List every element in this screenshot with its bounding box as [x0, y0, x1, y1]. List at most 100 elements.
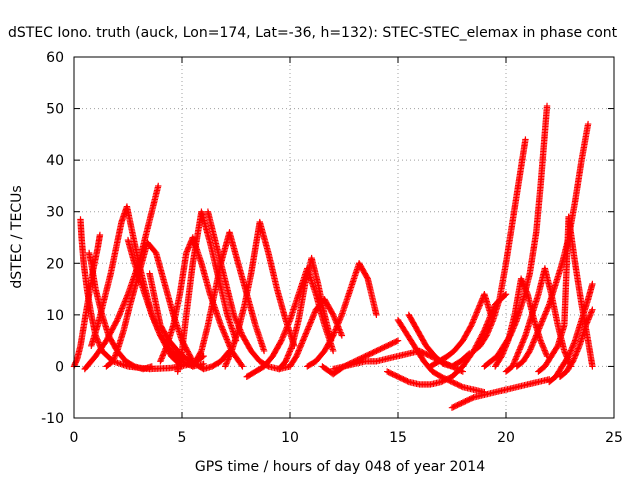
data-point: [155, 182, 162, 190]
data-point: [337, 314, 344, 322]
data-point: [111, 320, 119, 328]
data-point: [231, 314, 239, 322]
data-point: [280, 333, 287, 340]
data-point: [231, 313, 238, 320]
data-point: [148, 311, 155, 319]
data-point: [114, 316, 121, 324]
data-point: [502, 291, 510, 298]
data-point: [394, 337, 402, 344]
data-point: [334, 321, 341, 329]
data-point: [123, 295, 130, 302]
series-sat-15: [276, 254, 335, 373]
data-point: [156, 330, 163, 338]
data-point: [458, 383, 465, 390]
data-point: [337, 329, 344, 336]
x-tick-label: 15: [389, 430, 407, 446]
data-point: [113, 318, 120, 325]
data-point: [155, 327, 162, 335]
data-point: [149, 313, 156, 320]
data-point: [197, 349, 204, 356]
data-point: [281, 328, 289, 336]
x-tick-label: 25: [605, 430, 623, 446]
data-point: [334, 320, 342, 327]
y-tick-label: 50: [46, 102, 64, 118]
data-point: [110, 323, 117, 331]
data-point: [329, 310, 336, 317]
data-point: [284, 321, 292, 328]
data-point: [584, 120, 592, 128]
data-point: [363, 274, 371, 281]
data-point: [112, 350, 120, 358]
data-point: [465, 351, 472, 358]
data-point: [589, 280, 596, 288]
data-point: [373, 311, 380, 319]
data-point: [330, 330, 338, 338]
data-point: [338, 313, 345, 320]
data-point: [589, 306, 596, 313]
x-tick-label: 5: [178, 430, 187, 446]
series-sat-17: [304, 260, 380, 370]
chart-title: dSTEC Iono. truth (auck, Lon=174, Lat=-3…: [8, 25, 618, 41]
data-point: [330, 313, 338, 320]
x-tick-label: 20: [497, 430, 515, 446]
data-point: [230, 311, 238, 319]
data-point: [108, 326, 116, 333]
data-point: [183, 347, 191, 354]
data-point: [404, 378, 411, 385]
y-tick-label: 0: [55, 359, 64, 375]
data-point: [466, 350, 473, 357]
data-point: [283, 325, 290, 333]
series-sat-25: [470, 136, 529, 355]
plot-frame: [73, 56, 615, 419]
data-point: [112, 319, 119, 326]
data-point: [330, 332, 337, 339]
y-tick-label: 20: [46, 256, 64, 272]
data-point: [330, 311, 337, 319]
data-point: [111, 353, 118, 361]
data-point: [238, 330, 246, 338]
data-point: [238, 361, 245, 369]
data-point: [286, 318, 293, 325]
data-point: [186, 351, 193, 358]
data-point: [278, 337, 285, 344]
data-point: [553, 343, 561, 351]
y-tick-label: 60: [46, 50, 64, 66]
data-point: [150, 316, 157, 323]
data-point: [332, 326, 339, 333]
axis-ticks: [73, 56, 615, 419]
data-point: [185, 349, 192, 357]
series-sat-10: [174, 208, 240, 375]
series-sat-32: [556, 306, 596, 380]
data-point: [281, 330, 288, 337]
data-point: [277, 338, 284, 346]
series-sat-26: [481, 102, 551, 370]
data-point: [239, 363, 246, 370]
data-point: [117, 309, 124, 317]
data-point: [393, 338, 400, 345]
data-point: [336, 317, 343, 324]
data-point: [335, 319, 342, 326]
data-point: [148, 363, 155, 370]
x-axis-title: GPS time / hours of day 048 of year 2014: [195, 459, 485, 475]
tick-labels: 0 5 10 15 20 25 -10 0 10 20 30 40 50 60: [41, 50, 623, 446]
data-point: [111, 322, 118, 329]
y-tick-label: 10: [46, 308, 64, 324]
y-tick-label: 30: [46, 205, 64, 221]
x-tick-label: 0: [70, 430, 79, 446]
data-point: [112, 352, 119, 359]
series-sat-22: [405, 311, 473, 370]
data-point: [260, 347, 268, 355]
y-tick-label: -10: [41, 411, 64, 427]
data-point: [284, 322, 291, 330]
data-point: [331, 329, 338, 336]
data-point: [285, 319, 292, 327]
data-markers: [70, 102, 596, 411]
data-point: [338, 330, 345, 338]
data-point: [330, 347, 337, 355]
data-point: [109, 358, 117, 365]
data-point: [110, 355, 118, 362]
data-point: [333, 323, 341, 330]
data-point: [469, 394, 476, 402]
data-point: [109, 325, 117, 332]
